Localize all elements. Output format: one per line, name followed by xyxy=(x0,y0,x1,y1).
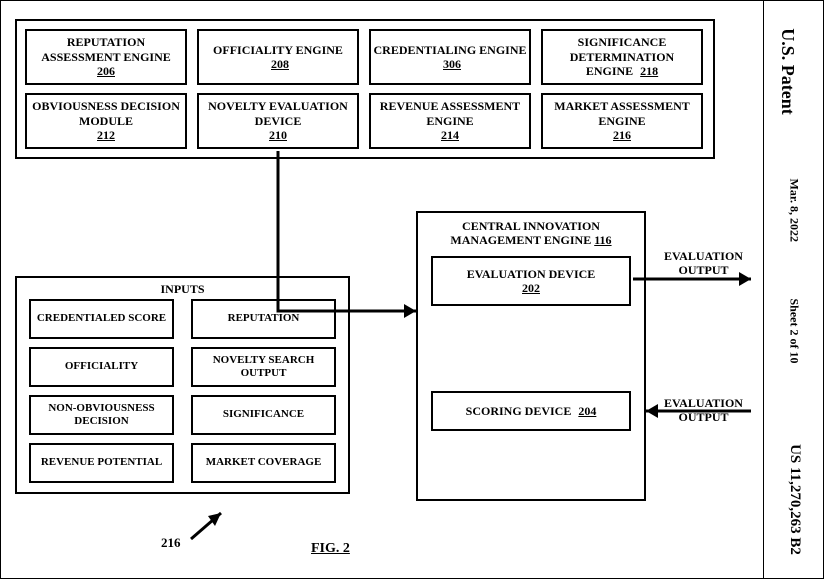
input-nonobviousness: NON-OBVIOUSNESS DECISION xyxy=(29,395,174,435)
engine-title: NOVELTY EVALUATION DEVICE xyxy=(201,99,355,128)
header-patent: U.S. Patent xyxy=(777,28,798,115)
engine-revenue: REVENUE ASSESSMENT ENGINE 214 xyxy=(369,93,531,149)
engine-novelty: NOVELTY EVALUATION DEVICE 210 xyxy=(197,93,359,149)
engine-ref: 306 xyxy=(443,57,461,71)
engine-credentialing: CREDENTIALING ENGINE 306 xyxy=(369,29,531,85)
engine-title-line: SIGNIFICANCE DETERMINATION ENGINE 218 xyxy=(545,35,699,78)
engine-reputation: REPUTATION ASSESSMENT ENGINE 206 xyxy=(25,29,187,85)
engine-title: CREDENTIALING ENGINE xyxy=(373,43,526,57)
input-novelty-search: NOVELTY SEARCH OUTPUT xyxy=(191,347,336,387)
engine-ref: 210 xyxy=(269,128,287,142)
engine-title-line: CREDENTIALING ENGINE 306 xyxy=(373,43,527,72)
engine-title: OFFICIALITY ENGINE xyxy=(213,43,343,57)
input-officiality: OFFICIALITY xyxy=(29,347,174,387)
engine-obviousness: OBVIOUSNESS DECISION MODULE 212 xyxy=(25,93,187,149)
scoring-device: SCORING DEVICE 204 xyxy=(431,391,631,431)
arrowhead-inputs-to-eval xyxy=(404,304,416,318)
engine-market: MARKET ASSESSMENT ENGINE 216 xyxy=(541,93,703,149)
inputs-title: INPUTS xyxy=(17,282,348,296)
input-market-coverage: MARKET COVERAGE xyxy=(191,443,336,483)
input-revenue-potential: REVENUE POTENTIAL xyxy=(29,443,174,483)
engine-significance: SIGNIFICANCE DETERMINATION ENGINE 218 xyxy=(541,29,703,85)
central-engine: CENTRAL INNOVATION MANAGEMENT ENGINE 116 xyxy=(416,211,646,501)
engine-title: SIGNIFICANCE DETERMINATION ENGINE xyxy=(570,35,674,78)
page: U.S. Patent Mar. 8, 2022 Sheet 2 of 10 U… xyxy=(0,0,824,579)
engine-title: MARKET ASSESSMENT ENGINE xyxy=(545,99,699,128)
central-ref: 116 xyxy=(594,233,611,247)
evaluation-device: EVALUATION DEVICE 202 xyxy=(431,256,631,306)
scoring-device-ref: 204 xyxy=(578,404,596,418)
ref216-pointer-head xyxy=(208,513,221,526)
engine-ref: 212 xyxy=(97,128,115,142)
header-date: Mar. 8, 2022 xyxy=(787,179,802,239)
ref216-label: 216 xyxy=(161,535,181,550)
engine-ref: 216 xyxy=(613,128,631,142)
engine-ref: 214 xyxy=(441,128,459,142)
engine-title: REPUTATION ASSESSMENT ENGINE xyxy=(29,35,183,64)
engine-title-line: OFFICIALITY ENGINE 208 xyxy=(201,43,355,72)
engine-title: REVENUE ASSESSMENT ENGINE xyxy=(373,99,527,128)
header-docnum: US 11,270,263 B2 xyxy=(786,444,803,555)
engine-officiality: OFFICIALITY ENGINE 208 xyxy=(197,29,359,85)
engine-ref: 218 xyxy=(640,64,658,78)
input-credentialed-score: CREDENTIALED SCORE xyxy=(29,299,174,339)
label-eval-output-bottom: EVALUATION OUTPUT xyxy=(656,396,751,425)
label-eval-output-top: EVALUATION OUTPUT xyxy=(656,249,751,278)
header-column: U.S. Patent Mar. 8, 2022 Sheet 2 of 10 U… xyxy=(763,1,823,578)
scoring-device-line: SCORING DEVICE 204 xyxy=(466,404,597,418)
central-title: CENTRAL INNOVATION MANAGEMENT ENGINE 116 xyxy=(418,219,644,248)
evaluation-device-ref: 202 xyxy=(522,281,540,295)
header-sheet: Sheet 2 of 10 xyxy=(787,299,802,359)
figure-area: REPUTATION ASSESSMENT ENGINE 206 OFFICIA… xyxy=(11,11,755,568)
engine-ref: 206 xyxy=(97,64,115,78)
evaluation-device-title: EVALUATION DEVICE xyxy=(467,267,596,281)
central-title-text: CENTRAL INNOVATION MANAGEMENT ENGINE xyxy=(450,219,600,247)
scoring-device-title: SCORING DEVICE xyxy=(466,404,572,418)
input-reputation: REPUTATION xyxy=(191,299,336,339)
figure-number: FIG. 2 xyxy=(311,541,350,557)
engine-title: OBVIOUSNESS DECISION MODULE xyxy=(29,99,183,128)
input-significance: SIGNIFICANCE xyxy=(191,395,336,435)
engine-ref: 208 xyxy=(271,57,289,71)
ref216-pointer xyxy=(191,513,221,539)
